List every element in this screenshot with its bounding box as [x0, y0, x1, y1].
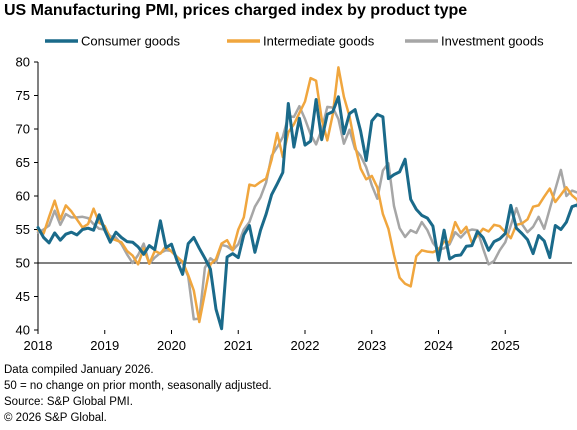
x-tick-label: 2024	[424, 338, 453, 353]
axes: 40 45 50 55 60 65 70 75 80 2018 2019 2020 2021 2022 20…	[16, 55, 572, 353]
y-tick-label: 60	[16, 189, 30, 204]
legend-label: Intermediate goods	[263, 34, 375, 49]
x-tick-label: 2019	[90, 338, 119, 353]
footnote-copyright: © 2026 S&P Global.	[4, 412, 107, 424]
x-tick-label: 2023	[357, 338, 386, 353]
y-tick-label: 65	[16, 155, 30, 170]
y-tick-label: 80	[16, 55, 30, 70]
series-line-intermediate-goods	[36, 66, 577, 324]
footnote-compiled: Data compiled January 2026.	[4, 364, 154, 376]
chart-footnotes: Data compiled January 2026. 50 = no chan…	[4, 362, 272, 426]
legend: Consumer goods Intermediate goods Investme…	[45, 34, 544, 49]
y-tick-label: 50	[16, 256, 30, 271]
footnote-source: Source: S&P Global PMI.	[4, 396, 133, 408]
x-tick-label: 2021	[224, 338, 253, 353]
series-line-consumer-goods	[36, 95, 577, 331]
y-tick-label: 55	[16, 222, 30, 237]
y-tick-label: 70	[16, 122, 30, 137]
legend-label: Investment goods	[441, 34, 544, 49]
x-tick-label: 2022	[291, 338, 320, 353]
y-tick-label: 40	[16, 323, 30, 338]
line-chart: 40 45 50 55 60 65 70 75 80 2018 2019 2020 2021 2022 20…	[16, 34, 577, 353]
x-tick-label: 2020	[157, 338, 186, 353]
series-line-investment-goods	[36, 104, 577, 321]
footnote-definition: 50 = no change on prior month, seasonall…	[4, 380, 272, 392]
chart-title: US Manufacturing PMI, prices charged ind…	[4, 2, 468, 19]
series-lines	[36, 66, 577, 331]
legend-label: Consumer goods	[81, 34, 180, 49]
x-tick-label: 2025	[491, 338, 520, 353]
y-tick-label: 75	[16, 88, 30, 103]
y-tick-label: 45	[16, 289, 30, 304]
x-tick-label: 2018	[24, 338, 53, 353]
